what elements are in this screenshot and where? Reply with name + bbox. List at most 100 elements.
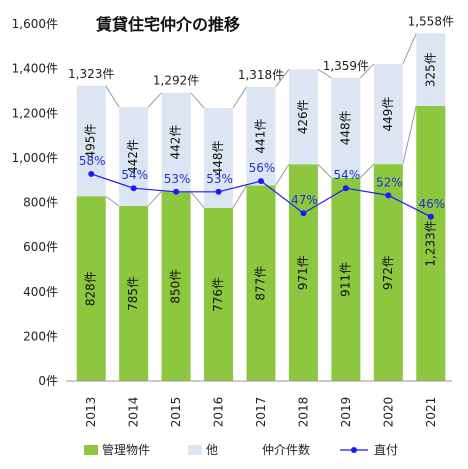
x-tick-label: 2020	[381, 397, 395, 428]
bar-value-label: 911件	[338, 262, 352, 297]
bar-value-label: 877件	[254, 266, 268, 301]
bar-other	[76, 85, 106, 197]
legend-swatch-other	[188, 445, 202, 455]
bar-value-label: 850件	[169, 269, 183, 304]
percent-point	[215, 188, 222, 195]
y-tick-label: 0件	[38, 374, 58, 388]
legend-label: 直付	[374, 443, 398, 457]
bar-other	[246, 86, 276, 186]
percent-label: 47%	[291, 193, 318, 207]
percent-label: 53%	[164, 172, 191, 186]
percent-label: 56%	[249, 161, 276, 175]
legend: 管理物件 他 仲介件数 直付	[84, 442, 398, 457]
x-tick-label: 2014	[127, 397, 141, 428]
bar-value-label: 972件	[381, 255, 395, 290]
connector-line	[275, 68, 290, 88]
y-tick-label: 400件	[23, 285, 58, 299]
percent-point	[300, 210, 307, 217]
x-tick-label: 2019	[339, 397, 353, 428]
bar-value-label: 971件	[296, 255, 310, 290]
bar-value-label: 785件	[126, 276, 140, 311]
total-label: 1,359件	[323, 59, 369, 73]
x-tick-label: 2015	[169, 397, 183, 428]
percent-point	[130, 185, 137, 192]
bar-value-label: 1,233件	[423, 220, 437, 266]
total-label: 1,323件	[68, 67, 114, 81]
legend-label: 他	[206, 443, 218, 457]
bar-managed	[331, 177, 361, 381]
connector-line	[232, 185, 247, 209]
connector-line	[232, 86, 247, 109]
y-tick-label: 600件	[23, 240, 58, 254]
connector-line	[105, 195, 120, 207]
bar-value-label: 442件	[169, 125, 183, 160]
total-label: 1,292件	[153, 74, 199, 88]
connector-line	[147, 191, 162, 207]
bar-managed	[119, 205, 149, 381]
legend-marker-direct	[351, 447, 357, 453]
y-tick-label: 200件	[23, 329, 58, 343]
bar-value-label: 441件	[254, 119, 268, 154]
bar-value-label: 448件	[338, 110, 352, 145]
connector-line	[190, 191, 205, 209]
percent-label: 54%	[334, 168, 361, 182]
bars-group	[76, 33, 446, 381]
connector-line	[105, 85, 120, 108]
bar-value-label: 325件	[423, 52, 437, 87]
bar-value-label: 442件	[126, 139, 140, 174]
bar-managed	[246, 185, 276, 381]
chart-title: 賃貸住宅仲介の推移	[95, 15, 240, 34]
x-tick-label: 2016	[212, 397, 226, 428]
connector-line	[402, 33, 417, 65]
connector-line	[147, 92, 162, 108]
connector-line	[402, 105, 417, 165]
legend-swatch-managed	[84, 445, 98, 455]
legend-label: 管理物件	[102, 442, 150, 457]
bar-other	[288, 69, 318, 165]
bar-value-label: 448件	[211, 140, 225, 175]
percent-point	[173, 188, 180, 195]
bar-other	[331, 77, 361, 178]
bar-value-label: 495件	[84, 124, 98, 159]
bar-managed	[416, 105, 446, 381]
x-tick-label: 2017	[254, 397, 268, 428]
bar-value-label: 449件	[381, 97, 395, 132]
bar-value-label: 426件	[296, 99, 310, 134]
y-tick-label: 1,400件	[12, 62, 58, 76]
bar-managed	[76, 196, 106, 381]
x-tick-label: 2013	[84, 397, 98, 428]
connector-lines	[105, 33, 417, 209]
percent-label: 54%	[121, 168, 148, 182]
total-label: 1,558件	[408, 14, 454, 28]
x-tick-label: 2021	[424, 397, 438, 428]
percent-point	[88, 170, 95, 177]
y-tick-label: 1,600件	[12, 17, 58, 31]
labels-group: 828件 495件 1,323件 785件 442件 850件 442件 1,292件 776件…	[68, 14, 454, 312]
bar-other	[416, 33, 446, 106]
line-layer	[88, 170, 434, 220]
percent-label: 52%	[376, 175, 403, 189]
percent-label: 53%	[206, 172, 233, 186]
total-label: 1,318件	[238, 68, 284, 82]
connector-line	[317, 68, 332, 79]
bar-managed	[161, 191, 191, 381]
connector-line	[360, 163, 375, 179]
legend-label: 仲介件数	[262, 442, 310, 457]
connector-line	[360, 63, 375, 79]
bar-other	[373, 63, 403, 165]
percent-point	[385, 192, 392, 199]
percent-point	[342, 185, 349, 192]
percent-label: 46%	[418, 197, 445, 211]
axes-group: 2013 2014 2015 2016 2017 2018 2019 2020 2021 0件 20…	[12, 17, 452, 427]
bar-value-label: 776件	[211, 277, 225, 312]
bar-value-label: 828件	[84, 271, 98, 306]
connector-line	[275, 164, 290, 186]
connector-line	[317, 163, 332, 179]
percent-label: 58%	[79, 154, 106, 168]
bar-managed	[204, 207, 234, 381]
y-tick-label: 1,000件	[12, 151, 58, 165]
x-tick-label: 2018	[296, 397, 310, 428]
connector-line	[190, 92, 205, 109]
